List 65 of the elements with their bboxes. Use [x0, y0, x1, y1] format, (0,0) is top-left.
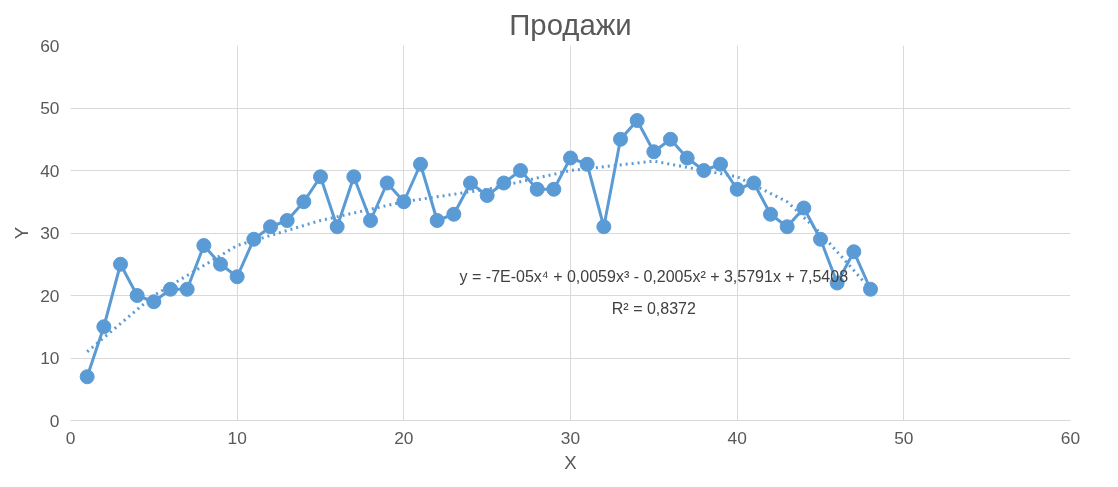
x-tick-label: 60	[1060, 427, 1081, 448]
point	[296, 194, 312, 210]
point	[546, 181, 562, 197]
x-tick-label: 0	[65, 427, 76, 448]
point	[613, 131, 628, 147]
point	[96, 319, 112, 335]
point	[263, 219, 278, 235]
point	[79, 369, 95, 385]
point	[863, 281, 878, 297]
point	[813, 231, 828, 247]
point	[746, 175, 762, 191]
y-tick-label: 40	[40, 160, 60, 181]
point	[413, 156, 428, 172]
x-tick-label: 10	[227, 427, 247, 448]
point	[763, 206, 778, 222]
point	[363, 213, 378, 228]
y-tick-label: 60	[40, 35, 60, 56]
point	[329, 219, 345, 235]
point	[563, 150, 578, 166]
point	[629, 113, 645, 128]
y-tick-label: 20	[40, 285, 60, 306]
point	[496, 175, 512, 191]
point	[246, 231, 262, 247]
point	[396, 194, 412, 210]
y-axis-title: Y	[11, 226, 33, 240]
point	[729, 181, 745, 197]
point	[679, 150, 695, 166]
y-tick-label: 10	[40, 348, 60, 368]
point	[663, 131, 678, 147]
x-tick-label: 50	[894, 427, 914, 448]
point	[346, 169, 362, 185]
point	[446, 206, 462, 222]
point	[196, 238, 212, 253]
annotation: R² = 0,8372	[611, 299, 696, 317]
point	[513, 163, 528, 178]
point	[179, 281, 195, 297]
point	[146, 294, 162, 310]
point	[429, 213, 445, 228]
x-tick-label: 20	[394, 427, 414, 448]
point	[113, 256, 128, 272]
point	[529, 181, 545, 197]
y-tick-label: 30	[40, 223, 60, 243]
x-tick-label: 40	[727, 427, 747, 448]
x-axis-title: X	[564, 451, 578, 473]
point	[379, 175, 395, 191]
point	[796, 200, 812, 216]
point	[846, 244, 862, 260]
point	[696, 163, 712, 178]
point	[313, 169, 328, 185]
y-tick-label: 50	[40, 98, 60, 118]
point	[596, 219, 612, 235]
point	[646, 144, 662, 160]
x-tick-label: 30	[560, 427, 581, 448]
point	[129, 288, 145, 303]
point	[713, 156, 728, 172]
point	[579, 156, 595, 172]
point	[779, 219, 795, 235]
y-tick-label: 0	[49, 410, 60, 431]
chart-title: Продажи	[509, 7, 632, 41]
point	[279, 213, 295, 228]
point	[463, 175, 478, 191]
point	[479, 188, 495, 203]
point	[213, 256, 228, 272]
point	[229, 269, 245, 285]
point	[163, 281, 178, 297]
